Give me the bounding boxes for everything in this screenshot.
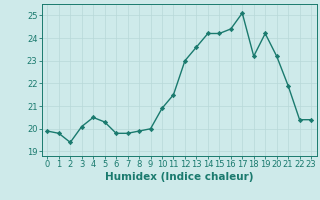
X-axis label: Humidex (Indice chaleur): Humidex (Indice chaleur)	[105, 172, 253, 182]
